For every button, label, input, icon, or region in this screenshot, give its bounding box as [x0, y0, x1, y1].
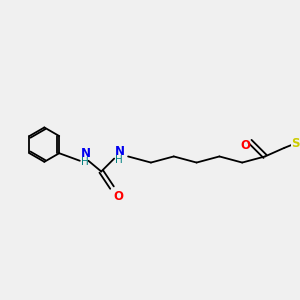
- Text: H: H: [115, 155, 123, 165]
- Text: H: H: [81, 157, 88, 167]
- Text: O: O: [241, 139, 251, 152]
- Text: N: N: [81, 147, 91, 160]
- Text: O: O: [113, 190, 123, 203]
- Text: N: N: [115, 145, 125, 158]
- Text: S: S: [291, 137, 299, 150]
